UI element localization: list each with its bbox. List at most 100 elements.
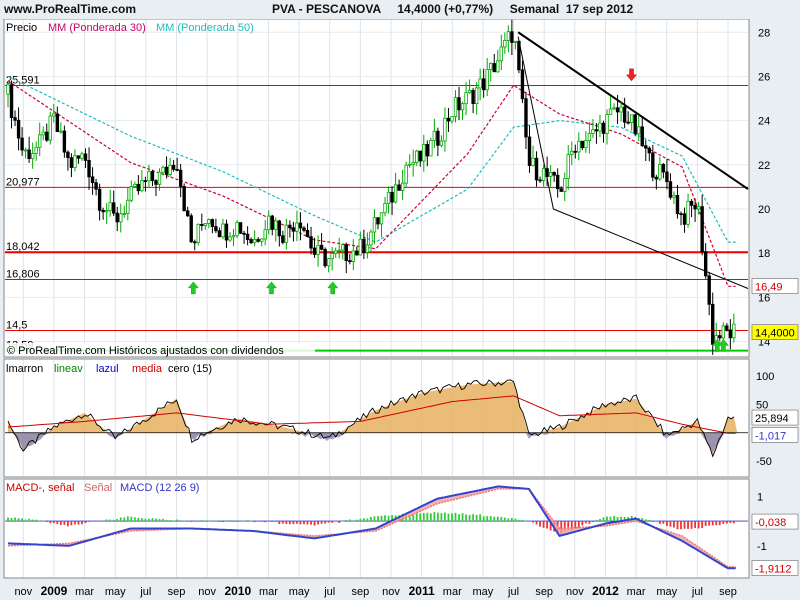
candle-body [577, 140, 581, 153]
candle-body [647, 147, 651, 154]
macd-value-label: -1,9112 [755, 563, 792, 575]
macd-histogram-bar [137, 517, 140, 522]
oscillator-zero-label-box [751, 427, 799, 443]
macd-histogram-bar [56, 521, 59, 524]
candle-body [90, 176, 95, 184]
macd-histogram-bar [281, 521, 284, 524]
macd-histogram-bar [690, 521, 693, 529]
macd-histogram-bar [718, 521, 721, 526]
candle-body [633, 114, 637, 135]
candle-body [499, 46, 504, 62]
x-tick-label: sep [168, 586, 186, 598]
macd-histogram-bar [49, 521, 52, 524]
macd-histogram-bar [436, 512, 439, 522]
oscillator-zero-label: -1,017 [755, 430, 786, 442]
candle-body [193, 241, 197, 244]
macd-histogram-bar [88, 521, 90, 522]
macd-histogram-bar [45, 521, 48, 522]
macd-histogram-bar [503, 517, 506, 522]
candle-body [548, 171, 553, 177]
macd-histogram-bar [214, 520, 217, 522]
oscillator-value-label-box [751, 409, 799, 426]
macd-histogram-bar [549, 521, 552, 531]
macd-histogram-bar [419, 513, 422, 522]
macd-histogram-bar [440, 513, 443, 522]
macd-histogram-bar [77, 521, 80, 525]
macd-histogram-bar [317, 521, 319, 525]
candle-body [464, 92, 468, 105]
macd-tick-label: -1 [757, 541, 767, 553]
macd-histogram-bar [186, 521, 189, 522]
candle-body [295, 222, 299, 232]
candle-body [316, 244, 320, 255]
candle-body [390, 191, 394, 203]
candle-body [443, 117, 447, 142]
macd-histogram-bar [447, 513, 450, 522]
macd-histogram-bar [257, 521, 260, 522]
macd-histogram-bar [260, 521, 263, 522]
candle-body [693, 205, 697, 210]
macd-histogram-bar [722, 521, 725, 524]
x-tick-label: 2009 [41, 584, 68, 598]
candle-body [136, 183, 141, 192]
macd-histogram-bar [176, 519, 179, 522]
candle-body [108, 202, 112, 212]
candle-body [133, 183, 137, 187]
site-name[interactable]: www.ProRealTime.com [4, 2, 137, 16]
candle-body [256, 239, 260, 242]
macd-histogram-bar [415, 513, 418, 522]
oscillator-legend-item: cero (15) [168, 363, 212, 375]
candle-body [129, 186, 134, 201]
candle-body [640, 126, 644, 147]
candle-body [429, 140, 433, 157]
macd-histogram-bar [211, 520, 214, 522]
macd-histogram-bar [391, 515, 393, 522]
chart-title: PVA - PESCANOVA 14,4000 (+0,77%) Semanal… [272, 2, 633, 16]
macd-histogram-bar [74, 521, 76, 525]
macd-histogram-bar [373, 516, 376, 522]
macd-histogram-bar [433, 512, 436, 522]
macd-histogram-bar [584, 521, 587, 524]
candle-body [221, 223, 225, 238]
macd-histogram-bar [310, 521, 312, 525]
price-panel-bg [3, 18, 750, 358]
macd-histogram-bar [193, 521, 196, 522]
macd-histogram-bar [673, 521, 675, 528]
macd-histogram-bar [567, 521, 570, 531]
macd-histogram-bar [493, 516, 496, 522]
x-tick-label: nov [14, 586, 32, 598]
macd-histogram-bar [489, 516, 492, 522]
macd-histogram-bar [327, 521, 330, 523]
buy-arrow-icon [265, 281, 278, 295]
macd-histogram-bar [662, 521, 665, 524]
x-tick-label: sep [719, 586, 737, 598]
macd-histogram-bar [84, 521, 87, 524]
candle-body [73, 155, 77, 168]
macd-histogram-bar [7, 517, 9, 522]
macd-histogram-bar [123, 517, 126, 522]
macd-legend-item: MACD (12 26 9) [120, 482, 199, 494]
candle-body [407, 163, 412, 166]
macd-histogram-bar [486, 516, 489, 522]
macd-histogram-bar [109, 519, 112, 522]
x-tick-label: may [473, 586, 494, 598]
x-tick-label: 2010 [224, 584, 251, 598]
macd-histogram-bar [595, 519, 598, 522]
candle-body [513, 40, 518, 43]
candle-body [460, 103, 465, 111]
candle-body [661, 163, 666, 173]
panel-texts: Precio MM (Ponderada 30) MM (Ponderada 50)… [5, 22, 315, 494]
x-tick-label: nov [382, 586, 400, 598]
candle-body [238, 222, 243, 234]
x-tick-label: sep [535, 586, 553, 598]
macd-histogram-bar [200, 520, 203, 522]
candle-body [453, 97, 458, 117]
candle-body [707, 275, 711, 305]
price-tick-label: 26 [758, 71, 770, 83]
candle-body [563, 178, 567, 192]
candle-body [210, 219, 215, 227]
macd-histogram-bar [35, 519, 38, 522]
candle-body [622, 106, 627, 123]
candle-body [235, 222, 239, 237]
macd-histogram-bar [31, 519, 34, 522]
